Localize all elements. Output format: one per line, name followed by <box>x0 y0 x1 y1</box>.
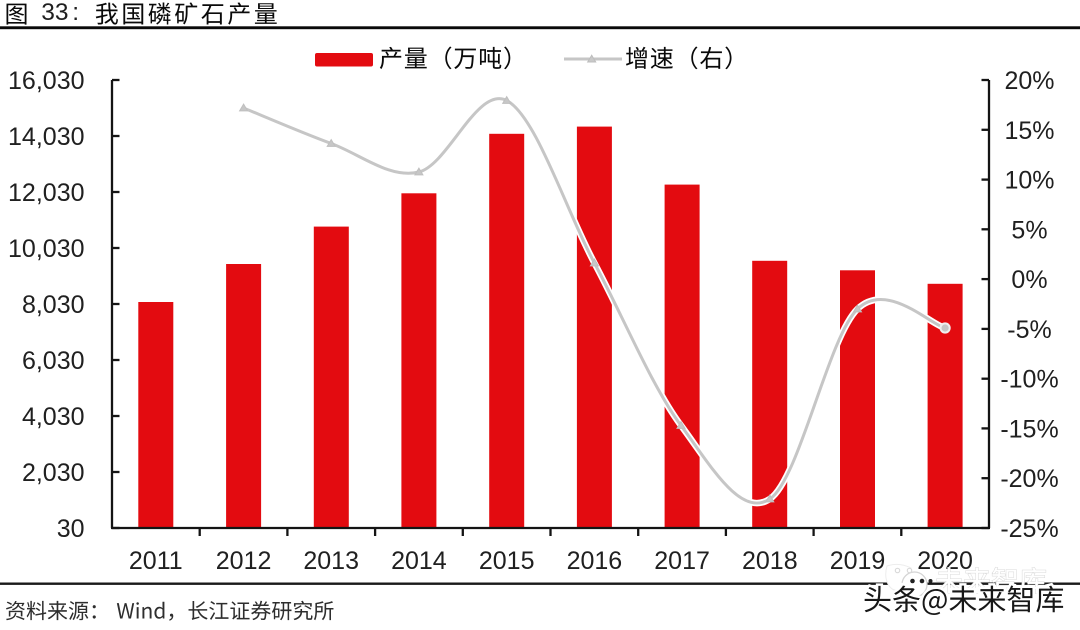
svg-text:2013: 2013 <box>303 547 359 575</box>
svg-text:30: 30 <box>57 515 85 543</box>
svg-text:2012: 2012 <box>216 547 272 575</box>
svg-text:-15%: -15% <box>1000 415 1058 443</box>
svg-text:15%: 15% <box>1004 117 1054 145</box>
svg-text:2015: 2015 <box>479 547 535 575</box>
svg-text:14,030: 14,030 <box>8 123 84 151</box>
svg-text:2016: 2016 <box>567 547 623 575</box>
svg-text::: : <box>72 0 79 26</box>
svg-text:16,030: 16,030 <box>8 67 84 95</box>
svg-text:2019: 2019 <box>830 547 886 575</box>
svg-text:-10%: -10% <box>1000 366 1058 394</box>
svg-text:8,030: 8,030 <box>22 291 85 319</box>
svg-text:-20%: -20% <box>1000 465 1058 493</box>
svg-text:6,030: 6,030 <box>22 347 85 375</box>
svg-text:-5%: -5% <box>1007 316 1051 344</box>
svg-text:2018: 2018 <box>742 547 798 575</box>
svg-text:2017: 2017 <box>654 547 710 575</box>
svg-text:5%: 5% <box>1011 216 1047 244</box>
svg-text:2011: 2011 <box>129 547 183 575</box>
svg-text:2020: 2020 <box>917 547 973 575</box>
svg-text:12,030: 12,030 <box>8 179 84 207</box>
svg-text:10,030: 10,030 <box>8 235 84 263</box>
svg-text:10%: 10% <box>1004 167 1054 195</box>
svg-text:2,030: 2,030 <box>22 459 85 487</box>
svg-text:-25%: -25% <box>1000 515 1058 543</box>
svg-text:0%: 0% <box>1011 266 1047 294</box>
svg-text:20%: 20% <box>1004 67 1054 95</box>
svg-text:33: 33 <box>41 0 68 26</box>
svg-text:2014: 2014 <box>391 547 447 575</box>
svg-text:4,030: 4,030 <box>22 403 85 431</box>
